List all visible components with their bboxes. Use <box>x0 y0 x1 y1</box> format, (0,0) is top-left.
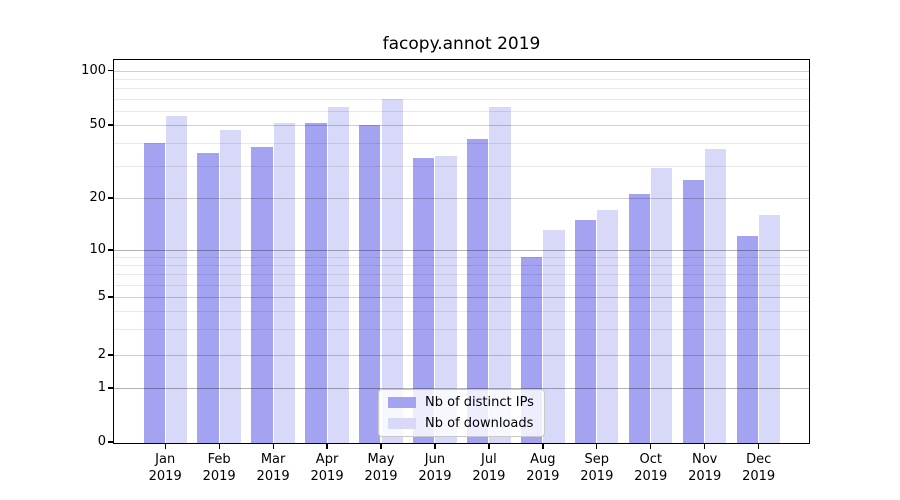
bar-distinct-ips <box>629 194 651 444</box>
y-tick-label: 0 <box>97 434 106 449</box>
gridline-major <box>113 355 810 356</box>
chart-title: facopy.annot 2019 <box>382 34 541 54</box>
y-tick-label: 50 <box>89 117 106 132</box>
gridline-minor <box>113 98 810 100</box>
bar-downloads <box>165 116 187 444</box>
legend-item: Nb of distinct IPs <box>388 394 535 411</box>
bar-downloads <box>273 123 295 444</box>
bar-downloads <box>219 129 241 444</box>
gridline-minor <box>113 142 810 144</box>
gridline-major <box>113 388 810 389</box>
bar-distinct-ips <box>197 153 219 444</box>
y-tick-mark <box>108 249 113 251</box>
x-tick-mark <box>326 444 328 449</box>
y-tick-mark <box>108 441 113 443</box>
legend-label: Nb of downloads <box>425 416 534 431</box>
bar-downloads <box>705 148 727 444</box>
y-tick-label: 20 <box>89 190 106 205</box>
y-tick-label: 5 <box>97 289 106 304</box>
x-tick-mark <box>650 444 652 449</box>
gridline-minor <box>113 329 810 331</box>
x-tick-label: Jun 2019 <box>418 452 452 484</box>
bar-downloads <box>489 106 511 444</box>
x-tick-mark <box>272 444 274 449</box>
gridline-minor <box>113 110 810 112</box>
bar-downloads <box>759 214 781 444</box>
gridline-major <box>113 297 810 298</box>
gridline-major <box>113 70 810 72</box>
gridline-minor <box>113 284 810 286</box>
bar-distinct-ips <box>143 142 165 444</box>
bar-distinct-ips <box>467 138 489 444</box>
bar-distinct-ips <box>359 125 381 444</box>
bar-downloads <box>381 98 403 444</box>
x-tick-mark <box>218 444 220 449</box>
y-tick-label: 1 <box>97 380 106 395</box>
x-tick-label: Aug 2019 <box>526 452 560 484</box>
x-tick-label: May 2019 <box>364 452 398 484</box>
x-tick-label: Oct 2019 <box>634 452 668 484</box>
gridline-minor <box>113 311 810 313</box>
x-tick-mark <box>488 444 490 449</box>
x-tick-label: Nov 2019 <box>688 452 722 484</box>
y-tick-mark <box>108 197 113 199</box>
x-tick-mark <box>758 444 760 449</box>
x-tick-label: Jul 2019 <box>472 452 506 484</box>
x-tick-label: Feb 2019 <box>202 452 236 484</box>
y-tick-mark <box>108 354 113 356</box>
gridline-minor <box>113 165 810 167</box>
y-tick-label: 100 <box>81 62 106 78</box>
bar-downloads <box>543 230 565 444</box>
gridline-minor <box>113 257 810 259</box>
bar-distinct-ips <box>305 123 327 444</box>
bar-downloads <box>651 168 673 444</box>
x-tick-label: Apr 2019 <box>310 452 344 484</box>
bar-downloads <box>597 210 619 444</box>
bar-distinct-ips <box>683 180 705 444</box>
x-tick-label: Mar 2019 <box>256 452 290 484</box>
gridline-minor <box>113 274 810 276</box>
y-tick-label: 2 <box>97 347 106 362</box>
bar-downloads <box>327 106 349 444</box>
x-tick-label: Jan 2019 <box>148 452 182 484</box>
gridline-major <box>113 198 810 199</box>
gridline-minor <box>113 78 810 80</box>
gridline-minor <box>113 88 810 90</box>
x-tick-label: Sep 2019 <box>580 452 614 484</box>
legend: Nb of distinct IPs Nb of downloads <box>378 389 545 437</box>
y-tick-mark <box>108 387 113 389</box>
x-tick-mark <box>596 444 598 449</box>
x-tick-mark <box>434 444 436 449</box>
legend-swatch <box>388 418 416 429</box>
x-tick-label: Dec 2019 <box>742 452 776 484</box>
bar-distinct-ips <box>575 219 597 444</box>
plot-area <box>113 59 810 444</box>
y-tick-mark <box>108 296 113 298</box>
legend-label: Nb of distinct IPs <box>425 395 534 410</box>
y-tick-mark <box>108 69 113 72</box>
x-tick-mark <box>380 444 382 449</box>
bar-downloads <box>435 155 457 444</box>
gridline-major <box>113 125 810 126</box>
gridline-minor <box>113 265 810 267</box>
y-tick-label: 10 <box>89 242 106 257</box>
x-tick-mark <box>164 444 166 449</box>
bar-distinct-ips <box>736 236 759 444</box>
legend-item: Nb of downloads <box>388 415 535 432</box>
y-tick-mark <box>108 124 113 126</box>
bar-distinct-ips <box>413 158 435 444</box>
x-tick-mark <box>542 444 544 449</box>
bar-distinct-ips <box>251 146 273 444</box>
legend-swatch <box>388 397 416 408</box>
x-tick-mark <box>704 444 706 449</box>
gridline-major <box>113 250 810 251</box>
